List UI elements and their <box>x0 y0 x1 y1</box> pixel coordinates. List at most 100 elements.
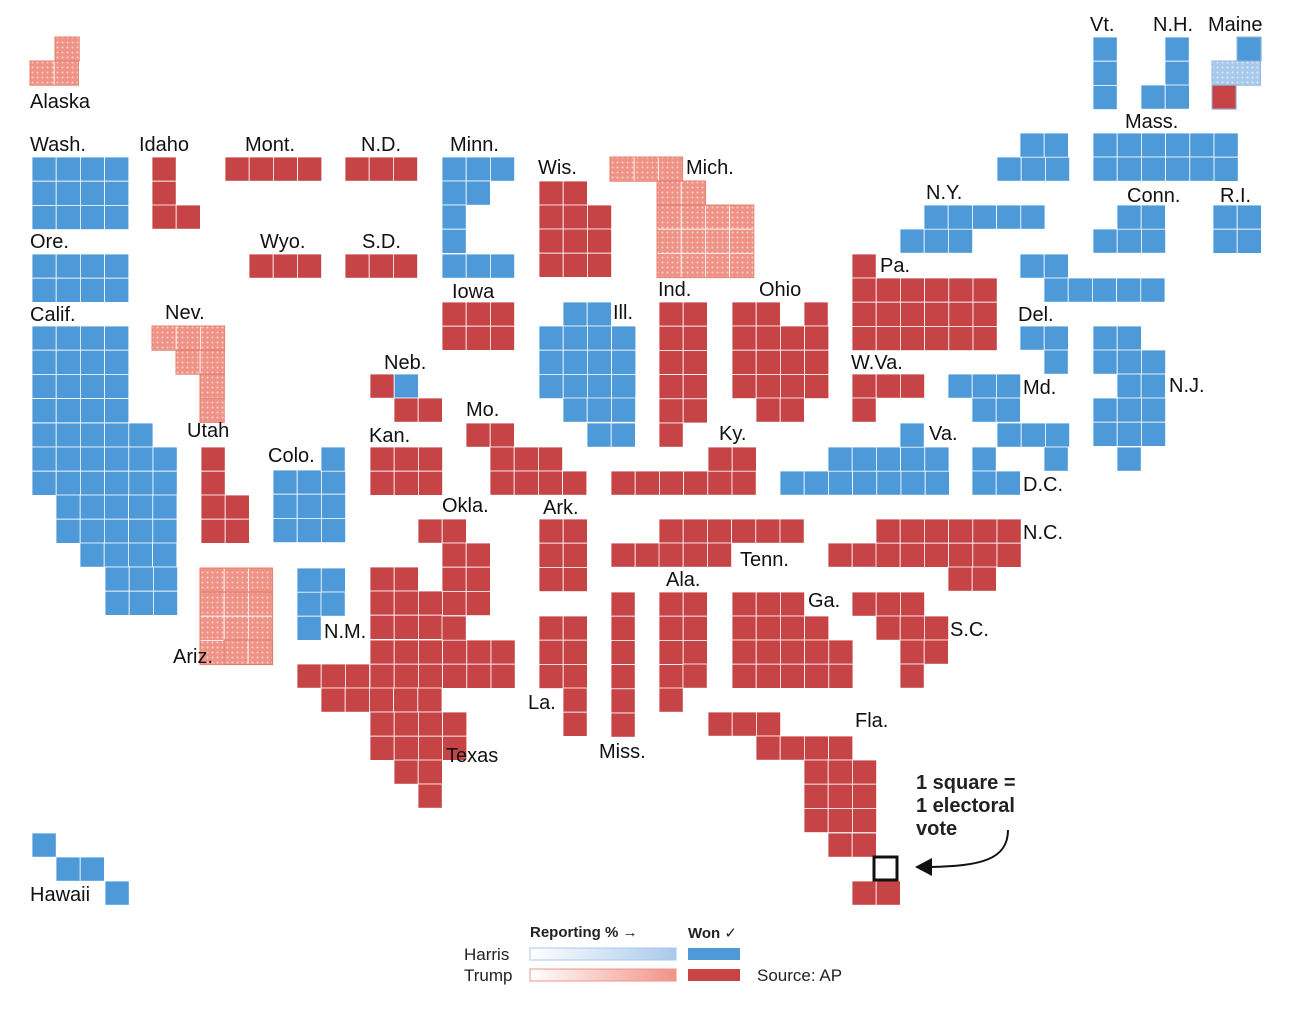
state-ky[interactable] <box>610 446 757 496</box>
electoral-square <box>804 663 830 689</box>
state-wi[interactable] <box>538 180 613 278</box>
electoral-square <box>658 398 684 424</box>
state-ny[interactable] <box>899 132 1166 303</box>
state-ar[interactable] <box>538 518 588 593</box>
state-ak[interactable] <box>29 36 80 86</box>
state-ks[interactable] <box>369 446 443 496</box>
state-al[interactable] <box>658 591 708 713</box>
state-id[interactable] <box>151 156 201 230</box>
state-sc[interactable] <box>851 591 950 689</box>
electoral-square <box>55 156 81 182</box>
electoral-square <box>947 566 973 592</box>
electoral-square <box>55 422 81 448</box>
state-wy[interactable] <box>248 253 322 279</box>
state-wa[interactable] <box>31 156 130 230</box>
electoral-square <box>80 156 106 182</box>
state-ga[interactable] <box>731 591 854 689</box>
state-mo[interactable] <box>465 422 588 496</box>
state-label-nv: Nev. <box>165 302 205 324</box>
state-ia[interactable] <box>441 301 515 351</box>
electoral-square <box>31 180 57 206</box>
electoral-square <box>611 325 637 351</box>
electoral-square <box>199 591 225 617</box>
state-ca[interactable] <box>31 325 178 616</box>
state-ut[interactable] <box>200 446 250 544</box>
state-oh[interactable] <box>731 301 830 423</box>
state-ms[interactable] <box>610 591 636 738</box>
state-hi[interactable] <box>31 832 130 906</box>
electoral-square <box>852 783 878 809</box>
state-pa[interactable] <box>851 253 998 351</box>
state-dc[interactable] <box>971 446 1021 496</box>
state-label-ca: Calif. <box>30 304 76 326</box>
electoral-square <box>682 374 708 400</box>
electoral-square <box>707 542 733 568</box>
electoral-square <box>79 542 105 568</box>
electoral-square <box>923 228 949 254</box>
electoral-square <box>1092 85 1118 111</box>
electoral-square <box>562 567 588 593</box>
state-nm[interactable] <box>296 567 346 641</box>
electoral-square <box>1116 446 1142 472</box>
electoral-square <box>104 277 130 303</box>
electoral-square <box>80 446 106 472</box>
electoral-square <box>296 518 322 544</box>
electoral-square <box>610 640 636 666</box>
state-mn[interactable] <box>441 156 515 279</box>
electoral-square <box>804 639 830 665</box>
state-de[interactable] <box>1019 325 1069 375</box>
electoral-square <box>562 204 588 230</box>
state-ct[interactable] <box>1092 204 1167 254</box>
state-ok[interactable] <box>417 518 491 617</box>
state-ne[interactable] <box>369 373 443 423</box>
state-nv[interactable] <box>151 325 226 423</box>
state-mi[interactable] <box>609 156 755 279</box>
electoral-square <box>465 253 491 279</box>
state-or[interactable] <box>31 253 130 303</box>
electoral-square <box>369 614 395 640</box>
electoral-square <box>441 204 467 230</box>
electoral-square <box>199 615 225 641</box>
state-tn[interactable] <box>610 518 805 568</box>
state-label-sd: S.D. <box>362 231 401 253</box>
state-me[interactable] <box>1211 36 1262 110</box>
state-nj[interactable] <box>1092 325 1167 472</box>
state-az[interactable] <box>199 567 274 666</box>
state-ma[interactable] <box>1092 132 1239 182</box>
state-md[interactable] <box>947 373 1071 472</box>
electoral-square <box>1140 373 1166 399</box>
state-wv[interactable] <box>851 373 926 423</box>
electoral-square <box>996 156 1022 182</box>
state-co[interactable] <box>272 446 346 544</box>
state-tx[interactable] <box>296 566 516 809</box>
state-la[interactable] <box>538 615 588 737</box>
state-label-mn: Minn. <box>450 134 499 156</box>
electoral-square <box>610 470 636 496</box>
electoral-square <box>152 542 178 568</box>
electoral-square <box>247 591 273 617</box>
electoral-square <box>369 663 395 689</box>
electoral-square <box>1045 422 1071 448</box>
state-label-sc: S.C. <box>950 619 989 641</box>
state-nd[interactable] <box>344 156 418 182</box>
state-fl[interactable] <box>707 711 901 906</box>
electoral-square <box>948 228 974 254</box>
state-label-nc: N.C. <box>1023 522 1063 544</box>
state-sd[interactable] <box>344 253 418 279</box>
electoral-square <box>682 518 708 544</box>
electoral-square <box>924 542 950 568</box>
electoral-square <box>900 277 926 303</box>
state-nh[interactable] <box>1140 36 1190 110</box>
state-nc[interactable] <box>827 518 1022 592</box>
electoral-square <box>104 880 130 906</box>
state-in[interactable] <box>658 301 708 448</box>
state-vt[interactable] <box>1092 36 1118 111</box>
state-ri[interactable] <box>1212 204 1262 254</box>
electoral-square <box>55 470 81 496</box>
state-mt[interactable] <box>224 156 323 182</box>
electoral-square <box>971 397 997 423</box>
state-il[interactable] <box>538 301 637 448</box>
electoral-square <box>31 277 57 303</box>
electoral-square <box>656 252 682 278</box>
state-va[interactable] <box>779 422 950 496</box>
